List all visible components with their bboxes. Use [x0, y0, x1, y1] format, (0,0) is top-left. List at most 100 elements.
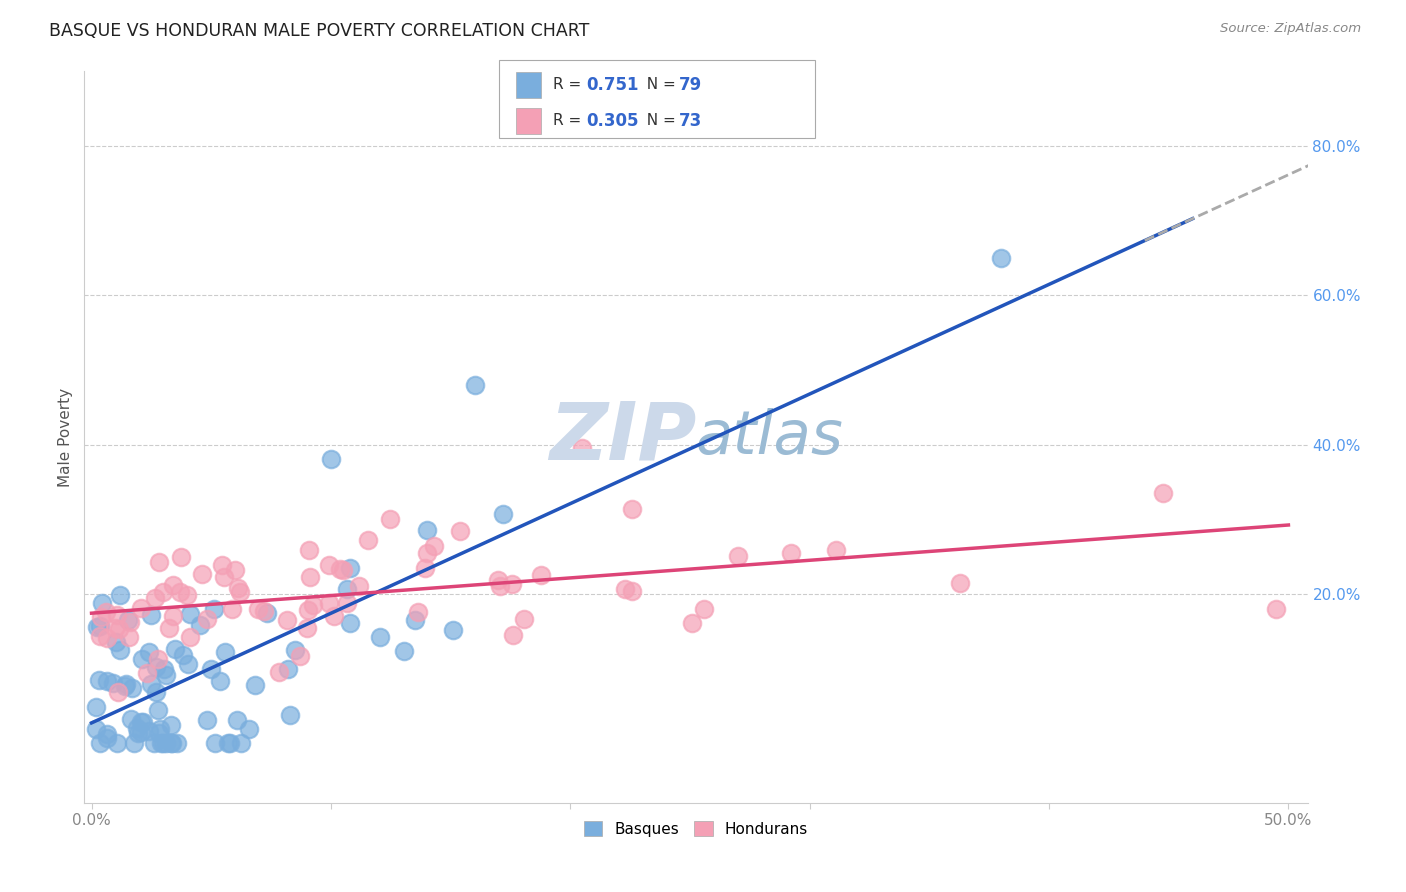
Point	[226, 713, 249, 727]
Point	[297, 543, 319, 558]
Point	[118, 630, 141, 644]
Text: R =: R =	[553, 78, 586, 93]
Point	[297, 602, 319, 616]
Point	[336, 582, 359, 596]
Point	[486, 573, 509, 587]
Point	[96, 673, 118, 688]
Point	[267, 665, 290, 680]
Point	[368, 630, 391, 644]
Point	[614, 582, 637, 596]
Point	[512, 612, 534, 626]
Point	[150, 736, 173, 750]
Point	[141, 608, 163, 623]
Point	[221, 602, 243, 616]
Point	[169, 585, 191, 599]
Point	[138, 645, 160, 659]
Point	[302, 598, 325, 612]
Point	[277, 662, 299, 676]
Point	[135, 666, 157, 681]
Point	[145, 660, 167, 674]
Point	[139, 676, 162, 690]
Point	[214, 645, 236, 659]
Point	[502, 627, 524, 641]
Point	[162, 578, 184, 592]
Point	[127, 725, 149, 739]
Point	[155, 668, 177, 682]
Point	[179, 630, 201, 644]
Point	[157, 621, 180, 635]
Point	[172, 648, 194, 662]
Point	[115, 677, 138, 691]
Point	[347, 578, 370, 592]
Point	[318, 596, 340, 610]
Point	[131, 652, 153, 666]
Point	[91, 595, 114, 609]
Point	[142, 736, 165, 750]
Point	[413, 560, 436, 574]
Text: 0.751: 0.751	[586, 76, 638, 94]
Point	[336, 596, 359, 610]
Point	[408, 605, 430, 619]
Point	[148, 555, 170, 569]
Point	[179, 607, 201, 622]
Point	[491, 507, 513, 521]
Point	[288, 648, 311, 663]
Point	[1152, 486, 1174, 500]
Point	[200, 662, 222, 676]
Point	[107, 685, 129, 699]
Point	[160, 736, 183, 750]
Point	[284, 643, 307, 657]
Point	[276, 613, 298, 627]
Point	[90, 610, 112, 624]
Point	[339, 615, 361, 630]
Point	[278, 708, 301, 723]
Point	[238, 723, 260, 737]
Point	[243, 678, 266, 692]
Point	[146, 651, 169, 665]
Point	[96, 727, 118, 741]
Point	[229, 584, 252, 599]
Point	[202, 602, 225, 616]
Point	[339, 561, 361, 575]
Point	[256, 607, 278, 621]
Text: Source: ZipAtlas.com: Source: ZipAtlas.com	[1220, 22, 1361, 36]
Point	[105, 607, 128, 622]
Text: 73: 73	[679, 112, 703, 130]
Point	[131, 600, 153, 615]
Y-axis label: Male Poverty: Male Poverty	[58, 387, 73, 487]
Point	[211, 558, 233, 572]
Point	[120, 712, 142, 726]
Point	[825, 543, 848, 558]
Point	[146, 703, 169, 717]
Point	[322, 609, 344, 624]
Text: ZIP: ZIP	[548, 398, 696, 476]
Point	[416, 546, 439, 560]
Point	[727, 549, 749, 564]
Point	[114, 679, 136, 693]
Text: N =: N =	[637, 78, 681, 93]
Point	[132, 715, 155, 730]
Point	[204, 736, 226, 750]
Legend: Basques, Hondurans: Basques, Hondurans	[578, 814, 814, 843]
Point	[105, 736, 128, 750]
Point	[530, 567, 553, 582]
Point	[188, 618, 211, 632]
Point	[441, 624, 464, 638]
Point	[94, 606, 117, 620]
Point	[152, 585, 174, 599]
Point	[295, 621, 318, 635]
Point	[191, 567, 214, 582]
Point	[125, 722, 148, 736]
Point	[96, 731, 118, 745]
Point	[89, 629, 111, 643]
Point	[208, 674, 231, 689]
Point	[224, 563, 246, 577]
Point	[571, 442, 593, 456]
Point	[131, 725, 153, 739]
Point	[138, 724, 160, 739]
Point	[693, 602, 716, 616]
Point	[86, 699, 108, 714]
Point	[162, 608, 184, 623]
Text: 0.305: 0.305	[586, 112, 638, 130]
Point	[318, 558, 340, 573]
